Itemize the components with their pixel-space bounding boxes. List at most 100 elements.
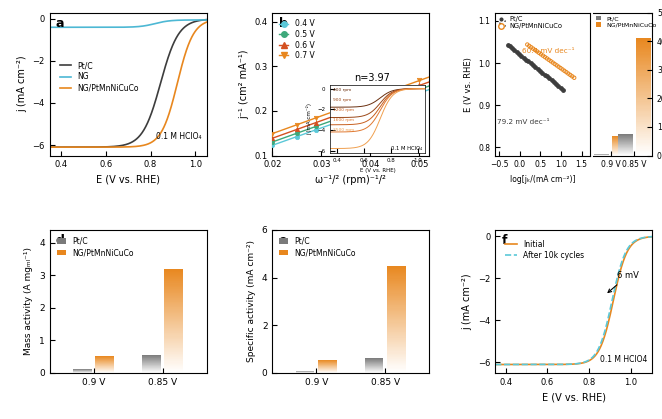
- Bar: [164, 323, 183, 324]
- Bar: [387, 365, 406, 367]
- Bar: [636, 73, 651, 75]
- Bar: [636, 93, 651, 95]
- Bar: [636, 83, 651, 84]
- Bar: [387, 372, 406, 373]
- Bar: [636, 139, 651, 140]
- Bar: [387, 287, 406, 288]
- Bar: [636, 127, 651, 129]
- Bar: [387, 331, 406, 332]
- Bar: [387, 341, 406, 342]
- Point: [507, 45, 518, 52]
- Point: [292, 133, 303, 140]
- Bar: [164, 339, 183, 340]
- Bar: [164, 354, 183, 355]
- Point: [532, 48, 542, 55]
- Bar: [636, 116, 651, 117]
- Bar: [636, 38, 651, 39]
- Bar: [164, 349, 183, 350]
- Bar: [164, 294, 183, 295]
- Bar: [387, 279, 406, 281]
- Bar: [164, 365, 183, 366]
- Point: [546, 77, 557, 83]
- Bar: [636, 88, 651, 89]
- Bar: [387, 338, 406, 339]
- Bar: [164, 274, 183, 275]
- Bar: [636, 90, 651, 91]
- Bar: [164, 306, 183, 308]
- Bar: [387, 356, 406, 357]
- Bar: [164, 355, 183, 356]
- Bar: [164, 329, 183, 330]
- Bar: [636, 65, 651, 67]
- Bar: [164, 272, 183, 273]
- Point: [535, 67, 545, 74]
- Point: [522, 41, 533, 48]
- Point: [267, 135, 278, 142]
- Bar: [636, 44, 651, 45]
- After 10k cycles: [609, 292, 617, 297]
- Text: c: c: [499, 17, 506, 30]
- Initial: [491, 362, 499, 367]
- Bar: [636, 145, 651, 146]
- Legend: Initial, After 10k cycles: Initial, After 10k cycles: [502, 237, 587, 263]
- Bar: [387, 305, 406, 306]
- Y-axis label: E (V vs. RHE): E (V vs. RHE): [463, 57, 473, 111]
- Point: [565, 72, 575, 78]
- Bar: [636, 50, 651, 51]
- Bar: [365, 358, 383, 373]
- Point: [292, 122, 303, 128]
- Bar: [387, 311, 406, 312]
- Bar: [164, 332, 183, 334]
- Bar: [636, 67, 651, 69]
- Bar: [636, 104, 651, 105]
- Point: [369, 106, 380, 112]
- Bar: [387, 340, 406, 341]
- After 10k cycles: [491, 362, 499, 367]
- Bar: [636, 110, 651, 111]
- Bar: [387, 290, 406, 291]
- Bar: [387, 349, 406, 350]
- Line: Initial: Initial: [495, 237, 652, 365]
- Point: [542, 73, 552, 80]
- Bar: [387, 301, 406, 302]
- Bar: [164, 271, 183, 272]
- Bar: [387, 303, 406, 304]
- X-axis label: log[jₖ/(mA cm⁻²)]: log[jₖ/(mA cm⁻²)]: [510, 175, 575, 184]
- Bar: [387, 369, 406, 370]
- Bar: [164, 313, 183, 314]
- Bar: [164, 273, 183, 274]
- Bar: [387, 359, 406, 360]
- Bar: [636, 61, 651, 62]
- Point: [555, 65, 566, 71]
- Bar: [164, 277, 183, 278]
- Bar: [636, 109, 651, 110]
- Bar: [636, 43, 651, 44]
- Bar: [387, 336, 406, 338]
- Bar: [164, 347, 183, 348]
- Bar: [636, 62, 651, 63]
- Initial: [596, 346, 604, 351]
- Bar: [164, 292, 183, 293]
- Point: [551, 62, 562, 69]
- Bar: [387, 281, 406, 282]
- Bar: [636, 133, 651, 134]
- Initial: [562, 362, 570, 367]
- Text: 6 mV: 6 mV: [608, 271, 638, 292]
- Bar: [164, 304, 183, 305]
- Bar: [636, 108, 651, 109]
- After 10k cycles: [584, 358, 592, 363]
- Bar: [387, 327, 406, 328]
- Point: [540, 71, 550, 78]
- Point: [523, 58, 534, 65]
- Point: [551, 80, 561, 87]
- Bar: [387, 339, 406, 340]
- Bar: [636, 125, 651, 126]
- Point: [528, 45, 538, 52]
- Point: [555, 84, 566, 91]
- Bar: [164, 352, 183, 353]
- Point: [561, 69, 572, 75]
- Bar: [636, 70, 651, 71]
- Point: [512, 49, 522, 55]
- Bar: [636, 97, 651, 98]
- Bar: [164, 302, 183, 303]
